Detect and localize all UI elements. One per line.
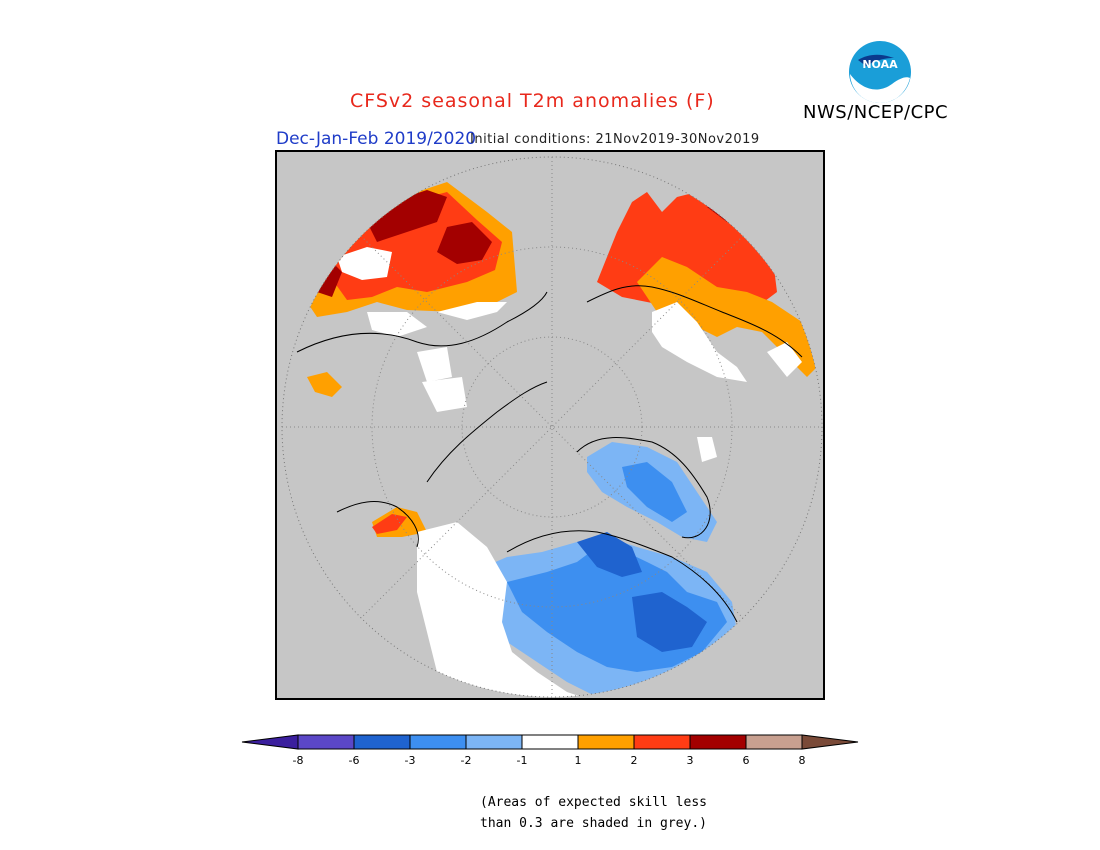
skill-note: (Areas of expected skill less than 0.3 a… [480, 792, 707, 834]
colorbar-tick-label: -6 [349, 754, 360, 767]
colorbar: -8 -6 -3 -2 -1 1 2 3 6 8 [240, 730, 860, 780]
anomaly-region-asia-white [337, 247, 507, 382]
colorbar-tick-label: -8 [293, 754, 304, 767]
colorbar-tick-label: -3 [405, 754, 416, 767]
anomaly-region-north-america-white [417, 377, 597, 697]
map-title: CFSv2 seasonal T2m anomalies (F) [350, 90, 715, 112]
colorbar-segment [409, 734, 467, 750]
polar-map [275, 150, 825, 700]
colorbar-tick-label: 3 [687, 754, 694, 767]
colorbar-segment [297, 734, 355, 750]
colorbar-segment [577, 734, 635, 750]
noaa-logo-text: NOAA [862, 58, 898, 71]
season-label: Dec-Jan-Feb 2019/2020 [276, 129, 477, 149]
colorbar-segment [353, 734, 411, 750]
colorbar-segment [689, 734, 747, 750]
colorbar-tick-label: 6 [743, 754, 750, 767]
colorbar-tick-label: 2 [631, 754, 638, 767]
agency-label: NWS/NCEP/CPC [803, 102, 949, 123]
anomaly-region-asia-darkred [317, 190, 492, 297]
anomaly-region-europe-orange [637, 257, 822, 377]
anomaly-region-chukotka [307, 372, 342, 397]
colorbar-segment [465, 734, 523, 750]
noaa-logo: NOAA [848, 40, 912, 104]
anomaly-region-alaska-red [372, 514, 407, 534]
colorbar-tick-label: 1 [575, 754, 582, 767]
colorbar-segment [521, 734, 579, 750]
colorbar-arrow-high [801, 734, 859, 750]
colorbar-tick-label: 8 [799, 754, 806, 767]
colorbar-segment [745, 734, 803, 750]
colorbar-segment [633, 734, 691, 750]
colorbar-arrow-low [241, 734, 299, 750]
colorbar-tick-label: -2 [461, 754, 472, 767]
latitude-circle-50 [371, 246, 733, 608]
initial-conditions-label: Initial conditions: 21Nov2019-30Nov2019 [470, 132, 760, 147]
colorbar-tick-label: -1 [517, 754, 528, 767]
anomaly-region-canada-dark [577, 532, 707, 652]
skill-note-line1: (Areas of expected skill less [480, 795, 707, 810]
anomaly-region-greenland-dark [622, 462, 687, 522]
anomaly-region-europe-white [652, 302, 802, 462]
skill-note-line2: than 0.3 are shaded in grey.) [480, 816, 707, 831]
